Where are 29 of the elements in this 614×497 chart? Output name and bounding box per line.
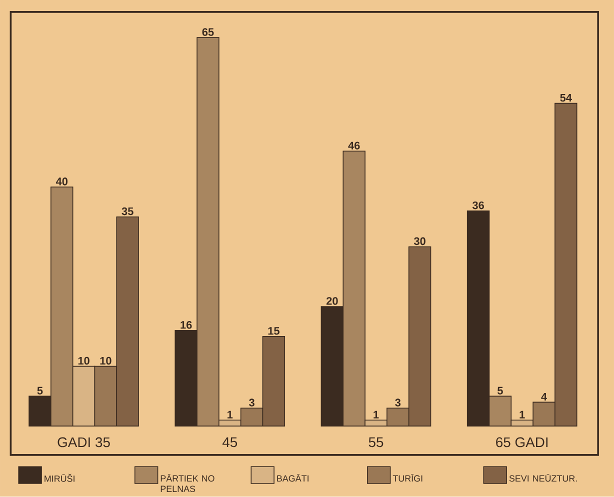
legend-label: PĀRTIEK NO PELNAS [160,474,214,492]
legend-label: BAGĀTI [277,474,308,482]
data-label: 5 [497,386,503,395]
legend-label: MIRŪŠI [44,474,74,482]
data-label: 1 [520,411,525,419]
legend-label: SEVI NEŪZTUR. [509,474,577,482]
data-label: 3 [248,398,254,407]
data-label: 30 [414,237,426,246]
legend-label: TURĪGI [392,474,422,482]
x-tick-label: 45 [222,438,238,448]
data-label: 16 [180,321,192,329]
x-tick-label: 55 [368,438,384,448]
data-label: 10 [78,356,90,365]
data-label: 36 [472,202,484,210]
data-label: 54 [560,94,572,102]
data-label: 3 [395,398,401,407]
data-label: 5 [37,386,43,395]
data-label: 10 [100,356,112,365]
data-label: 40 [56,178,68,186]
x-tick-label: 65 GADI [496,437,548,448]
data-label: 15 [268,327,280,335]
data-label: 35 [122,208,134,216]
data-label: 65 [202,28,214,36]
data-label: 20 [326,297,338,305]
data-label: 1 [374,411,379,419]
data-label: 46 [348,142,360,150]
x-tick-label: GADI 35 [58,437,110,448]
data-label: 4 [541,393,547,401]
data-label: 1 [228,411,233,419]
